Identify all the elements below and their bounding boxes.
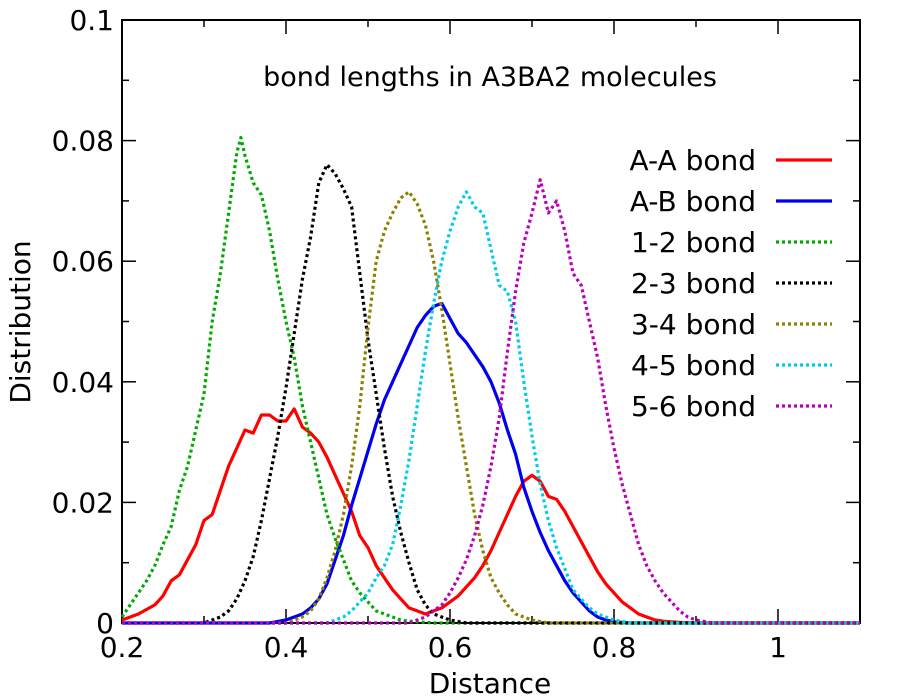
series-line-3-4-bond — [122, 190, 860, 625]
x-tick-label: 0.8 — [592, 631, 637, 664]
y-axis-title: Distribution — [4, 240, 37, 403]
legend: A-A bond A-B bond 1-2 bond 2-3 bond 3-4 bond… — [629, 144, 832, 423]
series-line-2-3-bond — [122, 163, 860, 625]
x-tick-label: 0.4 — [264, 631, 309, 664]
series-line-a-b-bond — [122, 301, 860, 625]
x-tick-label: 0.2 — [100, 631, 145, 664]
series-line-1-2-bond — [120, 136, 860, 625]
legend-label: 5-6 bond — [631, 390, 756, 423]
legend-label: 4-5 bond — [631, 349, 756, 382]
legend-label: 1-2 bond — [631, 226, 756, 259]
series-line-4-5-bond — [122, 190, 860, 625]
y-tick-label: 0.08 — [52, 125, 114, 158]
x-tick-label: 0.6 — [428, 631, 473, 664]
y-tick-label: 0 — [96, 607, 114, 640]
y-tick-label: 0.1 — [69, 4, 114, 37]
series-line-5-6-bond — [122, 178, 860, 625]
y-tick-label: 0.02 — [52, 486, 114, 519]
x-tick-label: 1 — [769, 631, 787, 664]
legend-label: 3-4 bond — [631, 308, 756, 341]
y-tick-label: 0.06 — [52, 245, 114, 278]
legend-label: A-B bond — [630, 185, 756, 218]
y-tick-label: 0.04 — [52, 366, 114, 399]
series-lines — [120, 136, 860, 625]
chart-title: bond lengths in A3BA2 molecules — [263, 62, 717, 93]
x-axis-title: Distance — [429, 667, 551, 700]
legend-label: 2-3 bond — [631, 267, 756, 300]
legend-label: A-A bond — [629, 144, 756, 177]
series-line-a-a-bond — [121, 407, 860, 625]
axis-tick-labels: 0.2 0.4 0.6 0.8 1 0 0.02 0.04 0.06 0.08 0.1 — [52, 4, 787, 664]
